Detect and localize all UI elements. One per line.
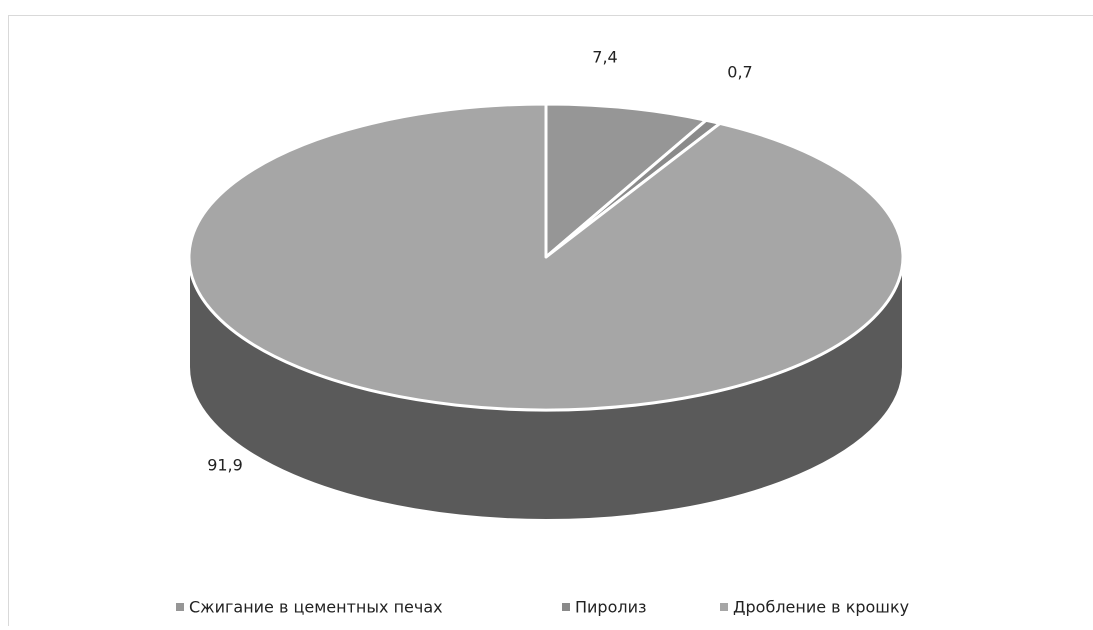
data-label: 7,4 (592, 48, 617, 67)
data-label: 0,7 (727, 63, 752, 82)
data-label: 91,9 (207, 456, 243, 475)
legend-marker (720, 603, 728, 611)
legend-marker (562, 603, 570, 611)
pie-slice (189, 104, 903, 410)
legend-marker (176, 603, 184, 611)
legend-label: Сжигание в цементных печах (189, 598, 443, 617)
legend-label: Дробление в крошку (733, 598, 909, 617)
legend-label: Пиролиз (575, 598, 647, 617)
